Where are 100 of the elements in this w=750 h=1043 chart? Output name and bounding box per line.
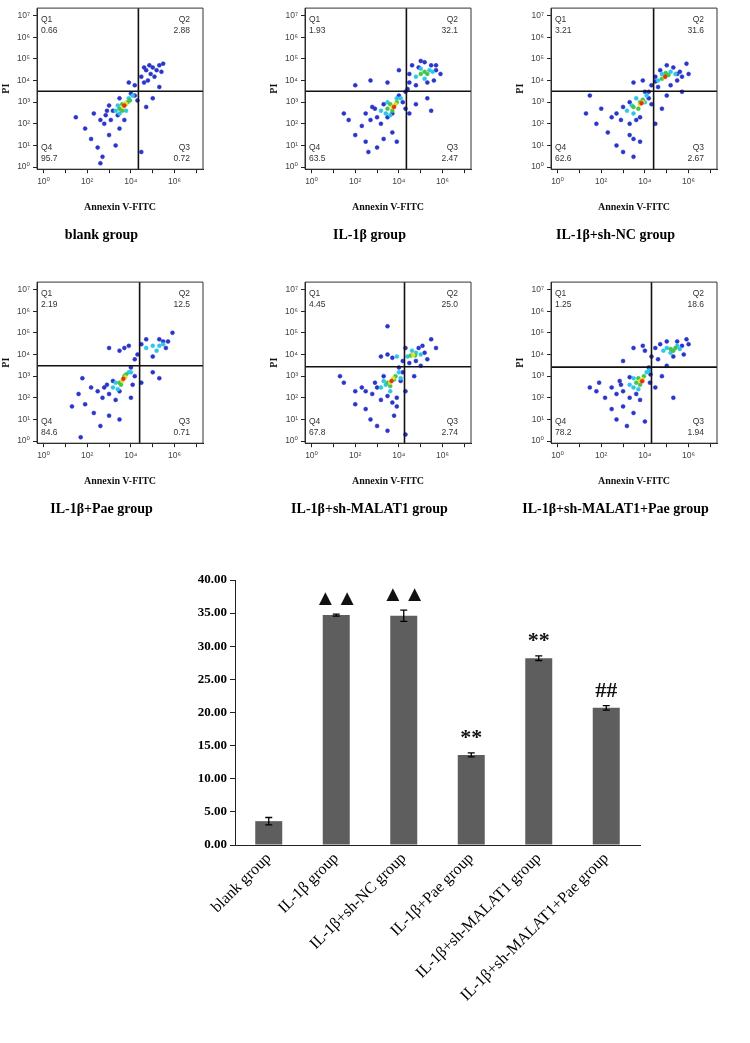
y-tick-label: 35.00 <box>197 604 227 620</box>
text: IL-1β+sh-NC group <box>556 227 676 243</box>
annotation: Q2 <box>446 288 459 299</box>
annotation: 4.45 <box>309 299 326 310</box>
text: IL-1β+sh-MALAT1 group <box>291 501 449 517</box>
y-tick-label: 10⁶ <box>17 31 30 42</box>
y-tick-label: 10⁷ <box>285 283 298 294</box>
x-axis-title: Annexin V-FITC <box>597 474 671 486</box>
x-axis-title: Annexin V-FITC <box>351 200 425 212</box>
annotation: Q3 <box>178 415 191 426</box>
y-tick-label: 40.00 <box>197 571 227 587</box>
annotation: 1.93 <box>309 25 326 36</box>
annotation: 3.21 <box>555 25 572 36</box>
y-tick-label: 10⁰ <box>17 435 31 446</box>
y-tick-label: 10² <box>17 118 31 129</box>
x-axis-title: Annexin V-FITC <box>83 200 157 212</box>
x-tick-label: 10⁶ <box>682 175 696 186</box>
annotation: Q4 <box>555 141 567 152</box>
annotation: Q4 <box>309 415 321 426</box>
y-tick-label: 10⁵ <box>531 327 544 338</box>
y-tick-label: 10⁶ <box>531 31 544 42</box>
annotation: ▲▲ <box>314 585 359 611</box>
annotation: Q2 <box>692 14 705 25</box>
x-tick-label: 10⁶ <box>436 449 450 460</box>
annotation: 2.19 <box>41 299 58 310</box>
annotation: Q3 <box>692 141 705 152</box>
text: IL-1β+Pae group <box>50 501 154 517</box>
text: IL-1β+sh-MALAT1+Pae group <box>522 501 709 517</box>
x-tick-label: 10⁶ <box>436 175 450 186</box>
y-tick-label: 10⁴ <box>16 348 31 359</box>
annotation: 2.88 <box>173 25 191 36</box>
text: IL-1β group <box>333 227 407 243</box>
annotation: 0.71 <box>173 426 191 437</box>
y-tick-label: 15.00 <box>197 736 227 752</box>
y-tick-label: 10³ <box>17 370 31 381</box>
y-tick-label: 10⁶ <box>285 31 298 42</box>
annotation: Q3 <box>178 141 191 152</box>
annotation: Q3 <box>446 415 459 426</box>
annotation: 2.67 <box>687 152 705 163</box>
y-axis-title: PI <box>513 357 525 368</box>
annotation: 25.0 <box>441 299 459 310</box>
annotation: Q1 <box>555 288 567 299</box>
annotation: Q2 <box>178 288 191 299</box>
annotation: Q2 <box>692 288 705 299</box>
y-tick-label: 30.00 <box>197 637 227 653</box>
y-axis-title: PI <box>267 83 279 94</box>
y-tick-label: 10¹ <box>285 139 299 150</box>
y-tick-label: 10⁰ <box>285 435 299 446</box>
y-tick-label: 10² <box>531 118 545 129</box>
x-axis-title: Annexin V-FITC <box>597 200 671 212</box>
x-tick-label: 10⁶ <box>682 449 696 460</box>
y-tick-label: 10¹ <box>17 139 31 150</box>
y-tick-label: 10¹ <box>531 413 545 424</box>
x-tick-label: 10⁶ <box>168 449 182 460</box>
x-axis-title: Annexin V-FITC <box>351 474 425 486</box>
y-tick-label: 10³ <box>285 96 299 107</box>
annotation: Q2 <box>178 14 191 25</box>
y-tick-label: 10⁴ <box>530 348 545 359</box>
x-tick-label: 10² <box>81 449 94 460</box>
annotation: 67.8 <box>309 426 326 437</box>
y-tick-label: 10⁶ <box>285 305 298 316</box>
y-tick-label: 10⁵ <box>285 53 298 64</box>
y-tick-label: 10¹ <box>531 139 545 150</box>
y-tick-label: 10⁴ <box>284 74 299 85</box>
y-tick-label: 10⁷ <box>17 9 30 20</box>
y-tick-label: 10⁰ <box>531 435 545 446</box>
y-tick-label: 10⁰ <box>285 161 299 172</box>
y-axis-title: PI <box>0 357 11 368</box>
y-tick-label: 25.00 <box>197 670 227 686</box>
y-tick-label: 10⁷ <box>531 283 544 294</box>
y-tick-label: 20.00 <box>197 703 227 719</box>
annotation: Q1 <box>309 288 321 299</box>
annotation: 2.47 <box>441 152 459 163</box>
annotation: 0.66 <box>41 25 58 36</box>
y-tick-label: 10³ <box>531 96 545 107</box>
y-tick-label: 10² <box>285 392 299 403</box>
y-tick-label: 10⁶ <box>531 305 544 316</box>
x-tick-label: 10⁴ <box>392 449 406 460</box>
annotation: 95.7 <box>41 152 58 163</box>
annotation: Q4 <box>309 141 321 152</box>
y-tick-label: 10³ <box>17 96 31 107</box>
x-tick-label: 10⁴ <box>124 175 138 186</box>
annotation: Q4 <box>41 415 53 426</box>
y-tick-label: 10⁰ <box>531 161 545 172</box>
y-tick-label: 10² <box>17 392 31 403</box>
annotation: Q2 <box>446 14 459 25</box>
x-tick-label: 10⁰ <box>37 449 51 460</box>
annotation: Q4 <box>41 141 53 152</box>
y-tick-label: 10¹ <box>285 413 299 424</box>
y-tick-label: 10⁵ <box>17 327 30 338</box>
annotation: 62.6 <box>555 152 572 163</box>
y-axis-title: PI <box>0 83 11 94</box>
y-tick-label: 10⁰ <box>17 161 31 172</box>
annotation: 18.6 <box>687 299 705 310</box>
annotation: Q3 <box>446 141 459 152</box>
y-tick-label: 10¹ <box>17 413 31 424</box>
annotation: 84.6 <box>41 426 58 437</box>
y-tick-label: 10² <box>531 392 545 403</box>
y-tick-label: 0.00 <box>204 836 227 852</box>
x-tick-label: 10² <box>349 175 362 186</box>
